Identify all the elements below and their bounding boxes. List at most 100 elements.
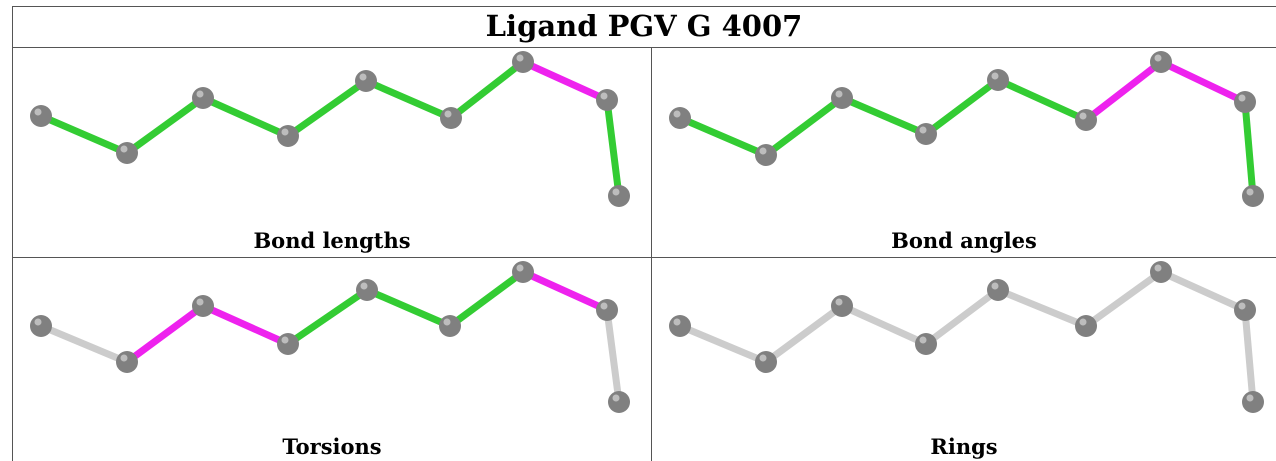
bond-green [123, 94, 207, 157]
atom-highlight [359, 73, 367, 81]
atom [755, 144, 777, 166]
atom-highlight [612, 394, 620, 402]
bond-green [1241, 98, 1257, 200]
molecule-bond-lengths [30, 51, 630, 207]
atom-highlight [991, 282, 999, 290]
panel-label: Bond angles [891, 228, 1037, 253]
bond-gray [676, 322, 770, 366]
atom [669, 107, 691, 129]
atom-highlight [360, 282, 368, 290]
atom-highlight [516, 54, 524, 62]
bond-magenta [1082, 58, 1165, 124]
atom-highlight [919, 126, 927, 134]
atom [669, 315, 691, 337]
bond-magenta [1157, 58, 1249, 106]
atom-highlight [34, 318, 42, 326]
atom-highlight [673, 318, 681, 326]
bond-green [447, 58, 527, 122]
atom-highlight [444, 110, 452, 118]
bond-gray [1157, 268, 1249, 314]
atom-highlight [120, 145, 128, 153]
bond-green [37, 112, 131, 157]
atom-highlight [1154, 264, 1162, 272]
atom-highlight [835, 90, 843, 98]
bond-gray [838, 302, 930, 348]
bond-magenta [519, 268, 611, 314]
atom [608, 391, 630, 413]
bond-green [603, 96, 623, 200]
atom [1242, 391, 1264, 413]
figure-title: Ligand PGV G 4007 [485, 9, 803, 43]
atom-highlight [1238, 94, 1246, 102]
bond-green [284, 286, 371, 348]
atom-highlight [196, 90, 204, 98]
bond-gray [1241, 306, 1257, 406]
atom-highlight [34, 108, 42, 116]
bond-magenta [199, 302, 292, 348]
column-divider [651, 47, 652, 461]
atom [355, 70, 377, 92]
atom [1234, 91, 1256, 113]
panel-torsions: Torsions [13, 258, 651, 461]
molecule-torsions [30, 261, 630, 413]
atom-highlight [281, 128, 289, 136]
atom [1075, 109, 1097, 131]
atom [277, 125, 299, 147]
bond-gray [37, 322, 131, 366]
atom [987, 279, 1009, 301]
atom [116, 351, 138, 373]
bond-green [838, 94, 930, 138]
atom [1075, 315, 1097, 337]
atom [755, 351, 777, 373]
atom-highlight [600, 92, 608, 100]
atom [831, 295, 853, 317]
atom-highlight [1154, 54, 1162, 62]
bond-green [922, 76, 1002, 138]
molecule-rings [669, 261, 1264, 413]
atom-highlight [1079, 112, 1087, 120]
atom-highlight [759, 354, 767, 362]
panel-label: Bond lengths [253, 228, 411, 253]
bond-gray [1082, 268, 1165, 330]
atom [356, 279, 378, 301]
atom [1150, 261, 1172, 283]
bond-green [362, 77, 455, 122]
atom [915, 333, 937, 355]
molecule-bond-angles [669, 51, 1264, 207]
atom-highlight [196, 298, 204, 306]
atom [116, 142, 138, 164]
panel-label: Rings [930, 434, 998, 459]
atom-highlight [991, 72, 999, 80]
atom [440, 107, 462, 129]
top-border [12, 6, 1276, 7]
bond-gray [922, 286, 1002, 348]
atom-highlight [835, 298, 843, 306]
bond-gray [603, 306, 623, 406]
atom [831, 87, 853, 109]
atom-highlight [600, 302, 608, 310]
atom [192, 295, 214, 317]
atom-highlight [120, 354, 128, 362]
panel-bond-angles: Bond angles [652, 48, 1276, 257]
atom [512, 51, 534, 73]
atom [30, 105, 52, 127]
bond-magenta [123, 302, 207, 366]
atom-highlight [612, 188, 620, 196]
atom-highlight [1246, 188, 1254, 196]
atom [915, 123, 937, 145]
bond-green [676, 114, 770, 159]
bond-green [199, 94, 292, 140]
bond-magenta [519, 58, 611, 104]
atom [277, 333, 299, 355]
bond-green [363, 286, 454, 330]
atom [596, 89, 618, 111]
bond-gray [994, 286, 1090, 330]
bond-green [762, 94, 846, 159]
bond-green [994, 76, 1090, 124]
atom [987, 69, 1009, 91]
atom-highlight [516, 264, 524, 272]
atom-highlight [443, 318, 451, 326]
atom [512, 261, 534, 283]
bond-gray [762, 302, 846, 366]
